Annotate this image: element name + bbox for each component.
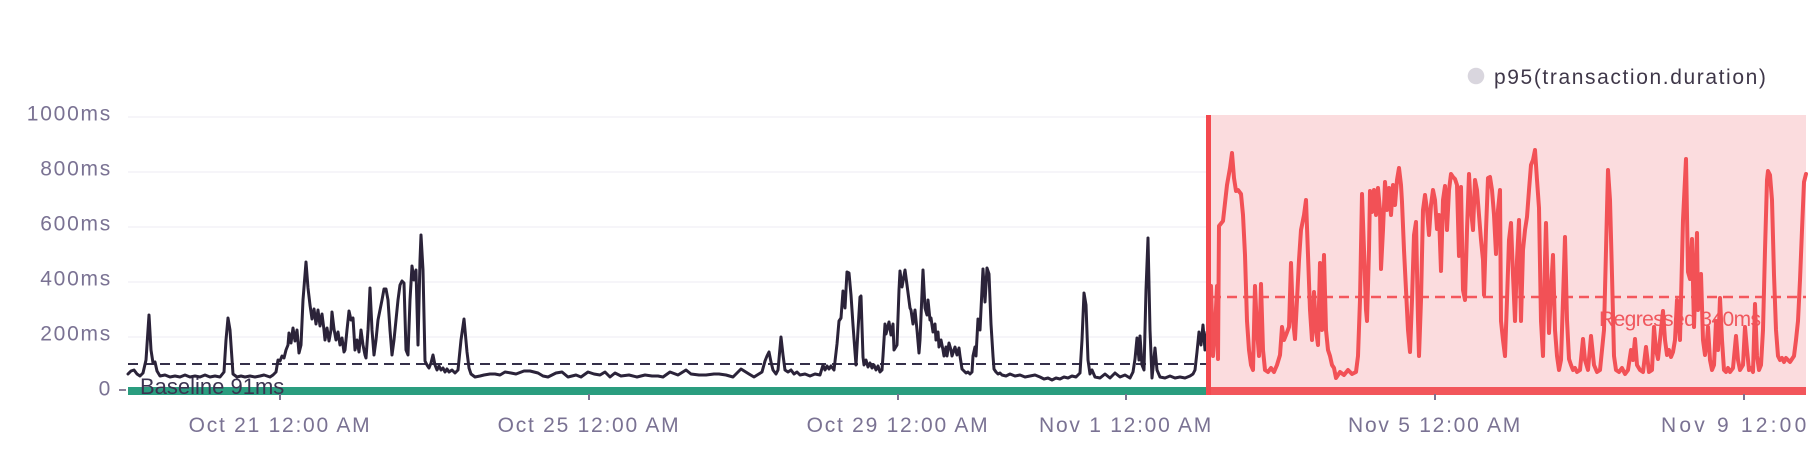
svg-text:800ms: 800ms bbox=[40, 158, 112, 181]
svg-text:Baseline 91ms: Baseline 91ms bbox=[140, 374, 284, 399]
svg-text:0: 0 bbox=[99, 378, 112, 401]
svg-text:Oct 21 12:00 AM: Oct 21 12:00 AM bbox=[189, 414, 372, 437]
svg-text:400ms: 400ms bbox=[40, 268, 112, 291]
svg-text:Oct 29 12:00 AM: Oct 29 12:00 AM bbox=[807, 414, 990, 437]
svg-text:Nov 9 12:00 AM: Nov 9 12:00 AM bbox=[1661, 414, 1810, 437]
svg-text:600ms: 600ms bbox=[40, 213, 112, 236]
svg-text:Oct 25 12:00 AM: Oct 25 12:00 AM bbox=[498, 414, 681, 437]
svg-text:Nov 1 12:00 AM: Nov 1 12:00 AM bbox=[1039, 414, 1213, 437]
svg-text:200ms: 200ms bbox=[40, 323, 112, 346]
svg-text:1000ms: 1000ms bbox=[27, 103, 112, 126]
svg-text:Nov 5 12:00 AM: Nov 5 12:00 AM bbox=[1348, 414, 1522, 437]
svg-text:p95(transaction.duration): p95(transaction.duration) bbox=[1494, 66, 1767, 89]
